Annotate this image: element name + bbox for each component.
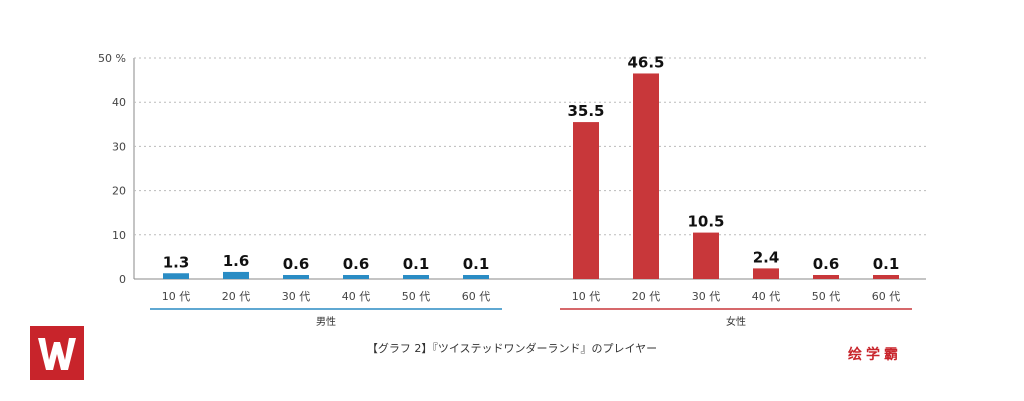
group-labels: 男性 女性 (150, 308, 912, 328)
y-axis-ticks: 0 10 20 30 40 50 % (98, 52, 126, 286)
category-label: 50 代 (812, 290, 841, 303)
brand-name: 绘学霸 (848, 347, 902, 363)
bar (873, 275, 899, 279)
bar (753, 268, 779, 279)
data-label: 0.6 (283, 255, 310, 273)
bar (463, 275, 489, 279)
category-label: 20 代 (222, 290, 251, 303)
group-label: 男性 (316, 315, 336, 328)
bars (163, 73, 899, 279)
y-tick-label: 0 (119, 273, 126, 286)
category-label: 40 代 (342, 290, 371, 303)
data-label: 35.5 (567, 102, 604, 120)
bar (813, 275, 839, 279)
y-tick-label: 40 (112, 96, 126, 109)
group-label: 女性 (726, 315, 746, 328)
data-label: 2.4 (753, 248, 780, 266)
y-tick-label: 30 (112, 140, 126, 153)
w-logo-icon (30, 326, 84, 380)
category-label: 10 代 (572, 290, 601, 303)
y-tick-label: 10 (112, 229, 126, 242)
bar (633, 73, 659, 279)
bar (223, 271, 249, 279)
data-label: 0.1 (463, 255, 490, 273)
category-label: 60 代 (462, 290, 491, 303)
category-label: 10 代 (162, 290, 191, 303)
y-tick-label: 50 % (98, 52, 126, 65)
category-label: 30 代 (692, 290, 721, 303)
y-tick-label: 20 (112, 185, 126, 198)
category-label: 20 代 (632, 290, 661, 303)
category-label: 60 代 (872, 290, 901, 303)
data-label: 0.6 (343, 255, 370, 273)
data-labels: 1.3 1.6 0.6 0.6 0.1 0.1 35.5 46.5 10.5 2.4 0.6 0.1 (163, 53, 900, 273)
bar (403, 275, 429, 279)
data-label: 1.3 (163, 253, 190, 271)
data-label: 0.1 (403, 255, 430, 273)
grid-lines (133, 57, 926, 280)
bar (343, 275, 369, 279)
data-label: 1.6 (223, 252, 250, 270)
data-label: 10.5 (687, 213, 724, 231)
bar (163, 273, 189, 279)
bar (283, 275, 309, 279)
category-labels: 10 代 20 代 30 代 40 代 50 代 60 代 10 代 20 代 30 代 40 代… (162, 290, 901, 303)
bar (573, 122, 599, 279)
data-label: 0.6 (813, 255, 840, 273)
category-label: 40 代 (752, 290, 781, 303)
data-label: 46.5 (627, 53, 664, 71)
category-label: 30 代 (282, 290, 311, 303)
figure-caption: 【グラフ 2】『ツイステッドワンダーランド』のプレイヤー (366, 342, 658, 355)
bar (693, 232, 719, 279)
data-label: 0.1 (873, 255, 900, 273)
category-label: 50 代 (402, 290, 431, 303)
